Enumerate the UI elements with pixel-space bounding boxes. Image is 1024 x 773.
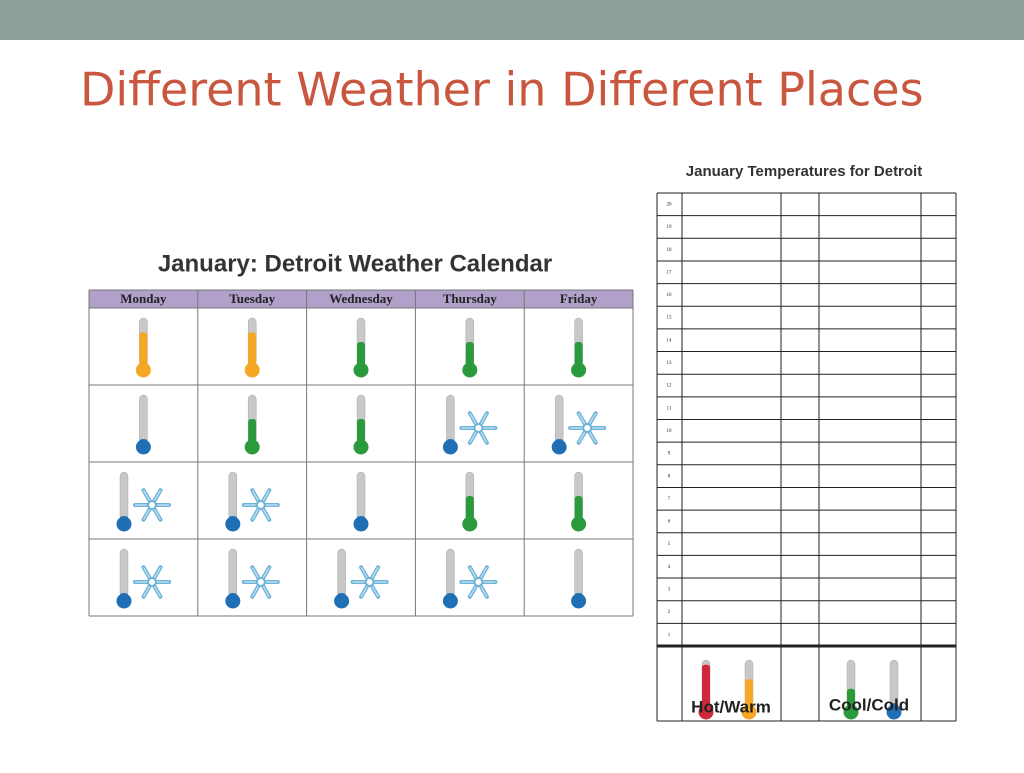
row-label: 20 [667,202,673,207]
legend-label: Hot/Warm [691,697,771,716]
row-label: 17 [667,270,673,275]
row-label: 2 [668,610,671,615]
thermometer-bulb [886,704,902,720]
legend-label: Cool/Cold [829,695,909,714]
thermometer-tube [228,548,238,598]
row-label: 12 [667,384,673,389]
top-bar [0,0,1024,40]
thermometer-bulb [353,439,369,455]
thermometer-bulb [551,439,567,455]
thermometer-bulb [225,516,241,532]
thermometer-fill [357,419,365,443]
thermometer-bulb [741,704,757,720]
row-label: 18 [667,248,673,253]
snowflake-core [582,423,593,433]
calendar-header [89,290,633,308]
snowflake-core [147,500,157,510]
day-label: Thursday [443,291,498,306]
thermometer-bulb [462,362,478,378]
thermometer-fill [574,496,583,520]
row-label: 5 [668,542,671,547]
thermometer-fill [574,342,583,366]
thermometer-tube [228,471,238,521]
thermometer-bulb [442,593,458,609]
row-label: 7 [668,497,671,502]
thermometer-bulb [571,593,587,609]
thermometer-bulb [225,593,241,609]
thermometer-fill [847,688,855,708]
thermometer-bulb [698,704,714,720]
thermometer-bulb [244,362,260,378]
day-label: Wednesday [329,291,393,306]
thermometer-fill [248,332,257,366]
snowflake-core [255,500,266,510]
thermometer-bulb [116,593,132,609]
thermometer-bulb [353,362,369,378]
thermometer-tube [446,548,455,598]
day-label: Friday [560,291,598,306]
thermometer-tube [337,548,346,598]
row-label: 10 [667,429,673,434]
thermometer-tube [574,548,583,598]
row-label: 8 [668,474,671,479]
thermometer-fill [702,664,710,708]
row-label: 16 [667,293,673,298]
row-label: 9 [668,452,671,457]
thermometer-tube [119,471,129,521]
thermometer-bulb [571,362,587,378]
snowflake-core [473,423,484,433]
thermometer-bulb [462,516,478,532]
thermometer-bulb [334,593,350,609]
chart-title: January Temperatures for Detroit [686,163,922,180]
thermometer-fill [139,332,148,366]
thermometer-fill [465,496,474,520]
thermometer-bulb [244,439,260,455]
thermometer-bulb [135,362,151,378]
slide-title: Different Weather in Different Places [80,63,924,117]
row-label: 11 [667,406,672,411]
thermometer-tube [446,394,455,444]
thermometer-tube [119,548,129,598]
thermometer-fill [357,342,365,366]
thermometer-bulb [116,516,132,532]
row-label: 4 [668,565,671,570]
row-label: 14 [667,338,673,343]
snowflake-core [364,577,375,587]
row-label: 13 [667,361,673,366]
thermometer-fill [745,679,753,708]
thermometer-fill [248,419,257,443]
calendar-title: January: Detroit Weather Calendar [158,250,552,277]
thermometer-bulb [843,704,859,720]
thermometer-bulb [442,439,458,455]
thermometer-fill [465,342,474,366]
thermometer-tube [356,471,366,521]
row-label: 3 [668,588,671,593]
row-label: 1 [668,633,671,638]
thermometer-tube [139,394,148,444]
thermometer-bulb [353,516,369,532]
row-label: 19 [667,225,673,230]
row-label: 6 [668,520,671,525]
day-label: Tuesday [229,291,275,306]
thermometer-tube [554,394,564,444]
snowflake-core [255,577,266,587]
day-label: Monday [120,291,167,306]
row-label: 15 [667,316,673,321]
thermometer-bulb [135,439,151,455]
snowflake-core [147,577,157,587]
snowflake-core [473,577,484,587]
thermometer-bulb [571,516,587,532]
